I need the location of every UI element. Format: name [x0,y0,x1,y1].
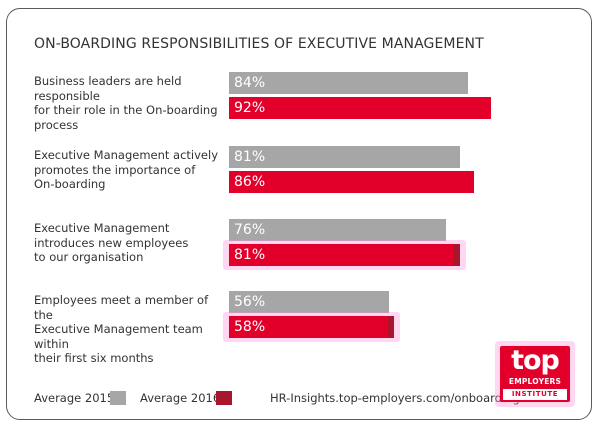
bar-2016: 81% [229,244,460,266]
bar-value-label: 56% [234,294,266,310]
chart-frame [6,8,592,420]
bar-2016: 92% [229,97,492,119]
bar-value-label: 84% [234,75,266,91]
bar-value-label: 76% [234,222,266,238]
logo-badge: top EMPLOYERS INSTITUTE [500,346,570,402]
category-label: Executive Management actively promotes th… [34,148,219,192]
category-label-line: their first six months [34,351,154,365]
category-label-line: promotes the importance of [34,162,196,177]
bar-value-label: 86% [234,174,266,190]
category-label-line: On-boarding [34,177,106,191]
legend-entry-2015: Average 2015 [34,391,126,405]
category-label-line: process [34,117,79,132]
bar-value-label: 81% [234,247,266,263]
category-label-line: Business leaders are held responsible [34,74,182,103]
category-label-line: to our organisation [34,250,144,264]
category-label-line: Executive Management actively [34,148,219,162]
source-url[interactable]: HR-Insights.top-employers.com/onboarding [270,391,520,405]
bar-2015: 56% [229,291,389,313]
category-label-line: Employees meet a member of the [34,293,209,322]
bar-2016: 86% [229,171,475,193]
legend-label-2015: Average 2015 [34,391,115,405]
legend-swatch-2016 [216,391,232,405]
legend-entry-2016: Average 2016 [140,391,232,405]
category-label: Executive Management introduces new emplo… [34,221,219,265]
bar-value-label: 58% [234,319,266,335]
category-label-line: Executive Management [34,221,170,235]
bar-2015: 81% [229,146,460,168]
category-label: Business leaders are held responsible for… [34,74,219,132]
legend-label-2016: Average 2016 [140,391,221,405]
logo-institute-text: INSTITUTE [503,389,567,400]
logo-employers-text: EMPLOYERS [508,377,562,386]
bar-value-label: 92% [234,100,266,116]
logo-top-text: top [511,346,560,376]
bar-2015: 76% [229,219,446,241]
category-label-line: introduces new employees [34,235,189,250]
top-employers-logo: top EMPLOYERS INSTITUTE [495,341,575,407]
bar-2016: 58% [229,316,395,338]
bar-2015: 84% [229,72,469,94]
category-label-line: Executive Management team within [34,322,203,351]
legend-swatch-2015 [110,391,126,405]
category-label: Employees meet a member of the Executive … [34,293,219,366]
bar-value-label: 81% [234,149,266,165]
chart-title: ON-BOARDING RESPONSIBILITIES OF EXECUTIV… [34,36,484,52]
category-label-line: for their role in the On-boarding [34,103,218,117]
